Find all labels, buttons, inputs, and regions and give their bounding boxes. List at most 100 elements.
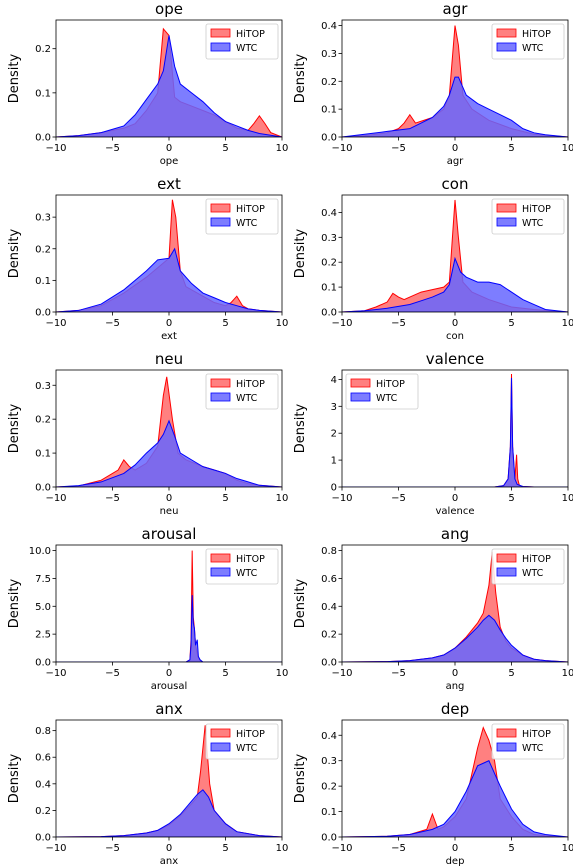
x-tick-label: 10 <box>276 668 289 679</box>
x-tick-label: 10 <box>276 493 289 504</box>
x-tick-label: 0 <box>166 668 172 679</box>
y-tick-label: 4 <box>331 375 337 386</box>
y-tick-label: 2 <box>331 429 337 440</box>
y-axis-label: Density <box>7 403 22 453</box>
legend-label-wtc: WTC <box>236 568 258 579</box>
panel-title: anx <box>155 700 183 718</box>
x-tick-label: 10 <box>562 493 573 504</box>
legend: HiTOP WTC <box>491 23 565 60</box>
panel-neu: neu −10 −5 0 5 10 0.0 0.1 0.2 0.3 neu Density HiTOP W… <box>7 350 288 517</box>
legend: HiTOP WTC <box>491 548 565 585</box>
legend-swatch-hitop <box>496 203 517 213</box>
x-tick-label: −10 <box>331 493 352 504</box>
y-tick-label: 0.0 <box>35 833 51 844</box>
x-axis-label: dep <box>446 856 465 867</box>
panel-ope: ope −10 −5 0 5 10 0.0 0.1 0.2 ope Density HiTOP WTC <box>7 0 288 167</box>
legend: HiTOP WTC <box>205 373 279 410</box>
y-tick-label: 0.1 <box>35 88 51 99</box>
x-tick-label: −5 <box>105 318 120 329</box>
y-axis-label: Density <box>7 578 22 628</box>
panel-valence: valence −10 −5 0 5 10 0 1 2 3 4 valence Density HiTOP… <box>293 350 573 517</box>
x-axis-label: agr <box>447 156 464 167</box>
y-tick-label: 3 <box>331 402 337 413</box>
y-tick-label: 0.3 <box>35 213 51 224</box>
x-axis-label: ang <box>446 681 465 692</box>
legend-label-wtc: WTC <box>522 743 544 754</box>
y-tick-label: 0.1 <box>35 276 51 287</box>
x-axis-label: neu <box>160 506 179 517</box>
legend-swatch-wtc <box>210 567 231 577</box>
legend-swatch-hitop <box>210 728 231 738</box>
x-tick-label: −10 <box>331 668 352 679</box>
x-tick-label: −10 <box>45 143 66 154</box>
legend-swatch-wtc <box>496 567 517 577</box>
y-tick-label: 0.2 <box>321 782 337 793</box>
x-tick-label: −10 <box>45 318 66 329</box>
y-tick-label: 0.2 <box>35 806 51 817</box>
y-tick-label: 0.3 <box>321 756 337 767</box>
legend: HiTOP WTC <box>491 723 565 760</box>
y-axis-label: Density <box>7 753 22 803</box>
y-tick-label: 0.2 <box>321 630 337 641</box>
legend: HiTOP WTC <box>205 548 279 585</box>
panel-title: neu <box>155 350 183 368</box>
legend: HiTOP WTC <box>345 373 419 410</box>
x-axis-label: anx <box>160 856 178 867</box>
legend-label-wtc: WTC <box>522 568 544 579</box>
panel-title: agr <box>443 0 469 18</box>
density-area-wtc <box>342 614 568 662</box>
x-tick-label: 10 <box>562 318 573 329</box>
legend: HiTOP WTC <box>205 23 279 60</box>
legend-label-wtc: WTC <box>236 743 258 754</box>
x-tick-label: −5 <box>105 493 120 504</box>
legend-label-hitop: HiTOP <box>236 29 265 40</box>
legend-label-hitop: HiTOP <box>376 379 405 390</box>
x-tick-label: 5 <box>222 843 228 854</box>
legend-label-hitop: HiTOP <box>236 729 265 740</box>
legend-label-wtc: WTC <box>236 43 258 54</box>
y-axis-label: Density <box>293 753 308 803</box>
x-tick-label: 5 <box>508 143 514 154</box>
y-tick-label: 0.1 <box>321 283 337 294</box>
density-area-wtc <box>56 595 282 662</box>
y-tick-label: 0.0 <box>35 308 51 319</box>
legend-swatch-hitop <box>210 203 231 213</box>
x-tick-label: −5 <box>105 843 120 854</box>
y-tick-label: 0.3 <box>35 381 51 392</box>
y-tick-label: 1 <box>331 456 337 467</box>
y-tick-label: 0.4 <box>35 779 51 790</box>
x-tick-label: −5 <box>391 668 406 679</box>
x-tick-label: 5 <box>508 493 514 504</box>
panel-anx: anx −10 −5 0 5 10 0.0 0.2 0.4 0.6 0.8 anx Density HiT… <box>7 700 288 867</box>
density-area-wtc <box>56 35 282 137</box>
panel-ext: ext −10 −5 0 5 10 0.0 0.1 0.2 0.3 ext Density HiTOP W… <box>7 175 288 342</box>
legend-swatch-wtc <box>210 742 231 752</box>
legend-swatch-hitop <box>496 728 517 738</box>
y-tick-label: 0.2 <box>35 244 51 255</box>
x-axis-label: valence <box>436 506 475 517</box>
legend-swatch-hitop <box>210 378 231 388</box>
y-tick-label: 0.8 <box>321 546 337 557</box>
y-tick-label: 2.5 <box>35 630 51 641</box>
y-tick-label: 0.2 <box>321 258 337 269</box>
y-axis-label: Density <box>7 53 22 103</box>
x-tick-label: −10 <box>331 843 352 854</box>
x-tick-label: −5 <box>105 668 120 679</box>
x-tick-label: 0 <box>452 143 458 154</box>
x-axis-label: ext <box>161 331 177 342</box>
x-tick-label: −10 <box>331 143 352 154</box>
y-tick-label: 0.0 <box>321 658 337 669</box>
x-tick-label: 10 <box>276 318 289 329</box>
legend-label-hitop: HiTOP <box>236 554 265 565</box>
y-tick-label: 0.4 <box>321 208 337 219</box>
y-axis-label: Density <box>293 228 308 278</box>
y-axis-label: Density <box>7 228 22 278</box>
legend-label-hitop: HiTOP <box>522 29 551 40</box>
x-tick-label: 0 <box>166 493 172 504</box>
legend-swatch-hitop <box>210 28 231 38</box>
legend-swatch-wtc <box>496 742 517 752</box>
x-tick-label: 0 <box>452 843 458 854</box>
y-tick-label: 0.6 <box>321 574 337 585</box>
x-tick-label: 5 <box>222 668 228 679</box>
panel-agr: agr −10 −5 0 5 10 0.0 0.1 0.2 0.3 0.4 agr Density HiT… <box>293 0 573 167</box>
